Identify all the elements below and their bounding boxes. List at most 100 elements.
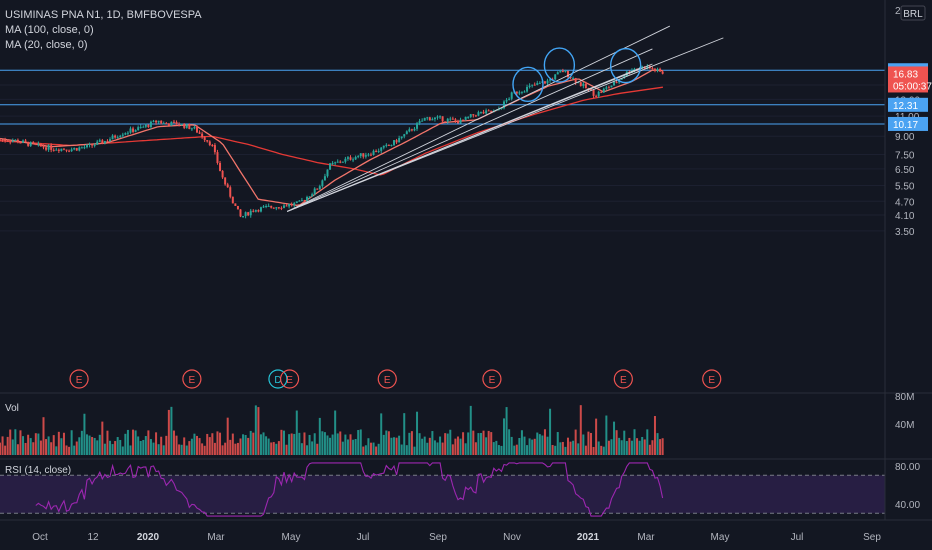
- volume-bar: [561, 441, 564, 455]
- volume-bar: [451, 444, 454, 455]
- volume-bar: [282, 430, 285, 455]
- volume-bar: [628, 437, 631, 455]
- candle: [375, 150, 378, 152]
- candle: [485, 110, 488, 114]
- candle: [446, 118, 449, 122]
- volume-bar: [633, 429, 636, 455]
- candle: [505, 99, 508, 102]
- candle: [45, 147, 48, 150]
- candle: [162, 123, 165, 125]
- candle: [592, 90, 595, 96]
- candle: [249, 210, 252, 216]
- volume-bar: [308, 434, 311, 455]
- volume-bar: [436, 442, 439, 455]
- candle: [236, 205, 239, 210]
- volume-bar: [62, 432, 65, 455]
- ma20-legend[interactable]: MA (20, close, 0): [5, 39, 88, 51]
- volume-bar: [211, 433, 214, 455]
- candle: [167, 123, 170, 126]
- candle: [416, 123, 419, 129]
- volume-bar: [403, 413, 406, 455]
- currency-badge-label: BRL: [903, 9, 923, 20]
- volume-bar: [244, 435, 247, 455]
- candle: [385, 144, 388, 146]
- candle: [418, 121, 421, 124]
- ma100-legend[interactable]: MA (100, close, 0): [5, 24, 94, 36]
- volume-bar: [11, 439, 14, 455]
- price-tick-label: 3.50: [895, 227, 915, 238]
- volume-bar: [326, 435, 329, 455]
- volume-bar: [503, 418, 506, 455]
- volume-bar: [653, 416, 656, 455]
- volume-bar: [416, 411, 419, 455]
- candle: [206, 140, 209, 142]
- candle: [515, 91, 518, 94]
- volume-bar: [661, 438, 664, 455]
- volume-bar: [559, 442, 562, 455]
- candle: [242, 216, 245, 218]
- time-axis: Oct 12 2020 Mar May Jul Sep Nov 2021 Mar May Jul Sep: [32, 532, 881, 543]
- time-tick-label: 12: [87, 532, 99, 543]
- volume-bar: [254, 405, 257, 455]
- candle: [543, 81, 546, 84]
- volume-bar: [285, 444, 288, 455]
- candle: [50, 145, 53, 150]
- volume-bar: [587, 431, 590, 455]
- volume-bar: [613, 421, 616, 455]
- candle: [564, 70, 567, 72]
- candle: [234, 203, 237, 206]
- candle: [656, 68, 659, 71]
- candle: [298, 200, 301, 202]
- volume-bar: [73, 445, 76, 455]
- volume-bar: [515, 444, 518, 455]
- volume-bar: [303, 432, 306, 455]
- volume-bar: [495, 440, 498, 455]
- candle: [272, 207, 275, 209]
- candle: [369, 154, 372, 156]
- volume-bar: [37, 433, 40, 455]
- time-tick-label: Sep: [429, 532, 447, 543]
- candle: [326, 169, 329, 177]
- candle: [661, 71, 664, 74]
- volume-bar: [47, 436, 50, 455]
- candle: [34, 143, 37, 145]
- candle: [134, 130, 137, 132]
- volume-bar: [185, 445, 188, 455]
- volume-bar: [1, 436, 4, 455]
- price-badge-label: 05:00:37: [893, 81, 932, 92]
- candle: [587, 88, 590, 90]
- candle: [464, 116, 467, 120]
- time-tick-label: Sep: [863, 532, 881, 543]
- candle: [9, 141, 12, 143]
- volume-bar: [341, 441, 344, 455]
- candle: [352, 159, 355, 161]
- price-tick-label: 6.50: [895, 165, 915, 176]
- trendline: [287, 25, 671, 212]
- volume-bar: [354, 438, 357, 455]
- candle: [620, 78, 623, 80]
- volume-bar: [479, 433, 482, 455]
- volume-bar: [648, 444, 651, 455]
- candle: [124, 133, 127, 135]
- volume-bar: [602, 446, 605, 455]
- volume-bar: [121, 446, 124, 455]
- volume-bar: [549, 408, 552, 455]
- volume-bar: [569, 441, 572, 455]
- trendline: [287, 63, 653, 212]
- volume-bar: [607, 440, 610, 455]
- volume-bar: [646, 429, 649, 455]
- volume-bar: [221, 445, 224, 455]
- volume-bar: [231, 433, 234, 455]
- candle: [270, 205, 273, 208]
- volume-bar: [536, 432, 539, 455]
- candle: [101, 140, 104, 144]
- horizontal-lines: [0, 69, 885, 125]
- volume-bar: [541, 435, 544, 455]
- candle: [641, 66, 644, 69]
- candle: [68, 150, 71, 152]
- volume-bar: [590, 432, 593, 455]
- volume-tick-label: 80M: [895, 392, 914, 403]
- candle: [382, 145, 385, 148]
- volume-bar: [605, 415, 608, 455]
